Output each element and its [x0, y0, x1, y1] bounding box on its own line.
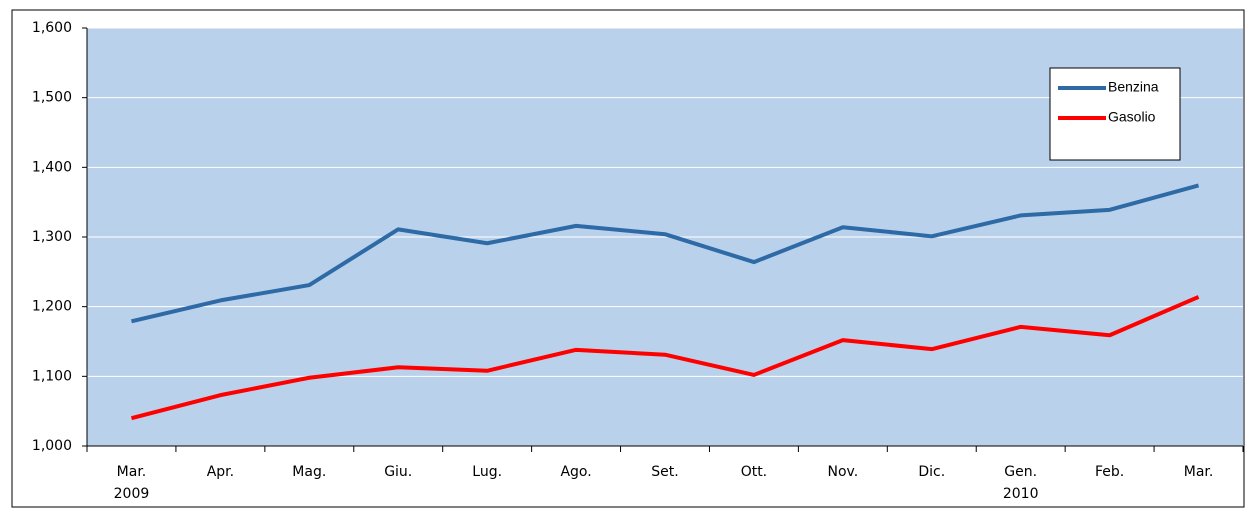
x-tick-label: Nov.: [828, 464, 859, 480]
x-tick-label: Ago.: [560, 464, 591, 480]
y-tick-label: 1,600: [32, 20, 72, 36]
x-tick-label: Apr.: [207, 464, 234, 480]
x-tick-label: Mar.: [1184, 464, 1214, 480]
y-tick-label: 1,500: [32, 90, 72, 106]
y-tick-label: 1,200: [32, 299, 72, 315]
x-tick-label: Giu.: [384, 464, 412, 480]
legend-label: Benzina: [1108, 79, 1159, 95]
x-tick-label: Lug.: [472, 464, 502, 480]
x-tick-label: Gen.: [1004, 464, 1037, 480]
x-tick-label: Dic.: [918, 464, 945, 480]
y-tick-label: 1,000: [32, 438, 72, 454]
x-tick-label: 2009: [114, 486, 150, 502]
legend-label: Gasolio: [1108, 109, 1156, 125]
series-line: [131, 183, 1200, 324]
x-tick-label: Ott.: [741, 464, 767, 480]
x-tick-label: Set.: [651, 464, 678, 480]
y-tick-label: 1,400: [32, 159, 72, 175]
series-line: [130, 295, 1200, 421]
legend-box: [1049, 67, 1181, 161]
x-tick-label: Mar.: [117, 464, 147, 480]
x-tick-label: Mag.: [292, 464, 326, 480]
x-tick-label: Feb.: [1095, 464, 1124, 480]
x-tick-label: 2010: [1003, 486, 1039, 502]
y-tick-label: 1,100: [32, 368, 72, 384]
y-tick-label: 1,300: [32, 229, 72, 245]
